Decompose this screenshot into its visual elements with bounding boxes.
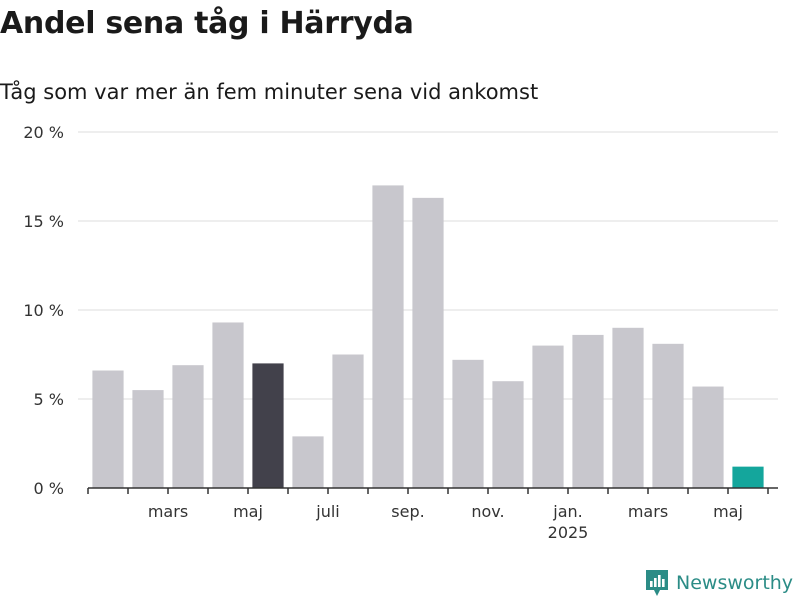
- chart-title: Andel sena tåg i Härryda: [0, 6, 414, 41]
- bar-chart: 0 % 5 % 10 % 15 % 20 % mars maj juli sep. nov. jan…: [23, 123, 778, 542]
- y-tick-label: 20 %: [23, 123, 64, 142]
- bar-2025-04: [652, 343, 684, 488]
- x-tick-label: juli: [315, 502, 339, 521]
- newsworthy-logo-icon: [646, 570, 668, 596]
- y-tick-label: 10 %: [23, 301, 64, 320]
- bar-2025-01: [532, 345, 564, 488]
- bar-2025-05: [692, 386, 724, 488]
- bar-2025-03: [612, 327, 644, 488]
- bar-2024-06: [252, 363, 284, 488]
- brand-name: Newsworthy: [676, 572, 794, 594]
- bar-2024-12: [492, 381, 524, 488]
- bar-2024-11: [452, 359, 484, 488]
- brand-logo: Newsworthy: [644, 568, 793, 598]
- bar-2025-06: [732, 466, 764, 488]
- bar-2024-07: [292, 436, 324, 488]
- bars: [92, 185, 764, 489]
- x-tick-label: maj: [713, 502, 743, 521]
- y-tick-label: 0 %: [34, 479, 64, 498]
- x-tick-label: jan.: [552, 502, 582, 521]
- y-tick-label: 15 %: [23, 212, 64, 231]
- bar-2024-02: [92, 370, 124, 488]
- x-axis: [87, 487, 778, 494]
- bar-2024-05: [212, 322, 244, 488]
- bar-2025-02: [572, 334, 604, 488]
- x-tick-label: mars: [628, 502, 668, 521]
- bar-2024-10: [412, 197, 444, 489]
- tick-labels: 0 % 5 % 10 % 15 % 20 % mars maj juli sep. nov. jan…: [23, 123, 743, 542]
- x-tick-year-label: 2025: [548, 523, 589, 542]
- x-tick-label: maj: [233, 502, 263, 521]
- x-tick-label: mars: [148, 502, 188, 521]
- bar-2024-04: [172, 365, 204, 488]
- chart-subtitle: Tåg som var mer än fem minuter sena vid …: [0, 80, 539, 104]
- bar-2024-03: [132, 390, 164, 488]
- bar-2024-09: [372, 185, 404, 488]
- x-tick-label: sep.: [391, 502, 424, 521]
- y-tick-label: 5 %: [34, 390, 64, 409]
- bar-2024-08: [332, 354, 364, 488]
- x-tick-label: nov.: [471, 502, 504, 521]
